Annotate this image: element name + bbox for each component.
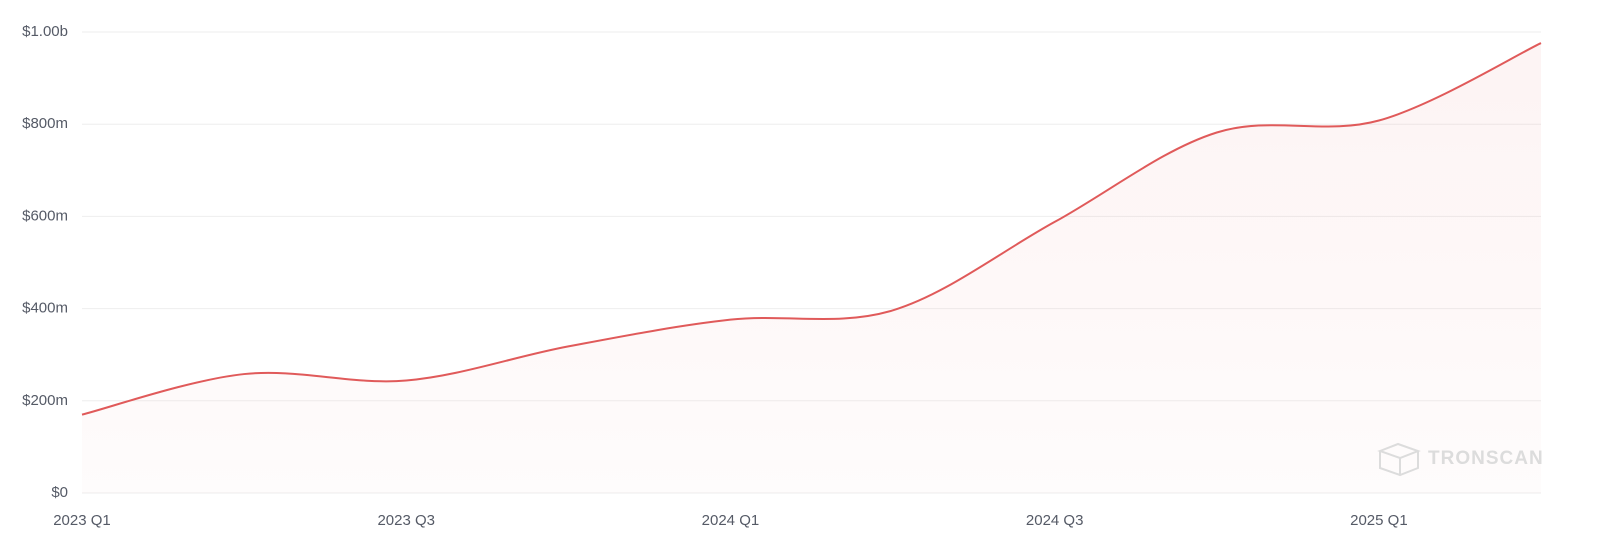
y-tick-label: $800m — [22, 115, 68, 132]
y-tick-label: $0 — [51, 484, 68, 501]
y-tick-label: $400m — [22, 300, 68, 317]
x-tick-label: 2025 Q1 — [1350, 512, 1408, 529]
y-tick-label: $600m — [22, 207, 68, 224]
line — [81, 42, 1542, 416]
y-tick-label: $200m — [22, 392, 68, 409]
y-tick-label: $1.00b — [22, 23, 68, 40]
x-tick-label: 2023 Q3 — [377, 512, 435, 529]
x-tick-label: 2024 Q3 — [1026, 512, 1084, 529]
x-tick-label: 2024 Q1 — [702, 512, 760, 529]
x-tick-label: 2023 Q1 — [53, 512, 111, 529]
watermark-logo — [1377, 442, 1421, 477]
area-fill — [82, 43, 1541, 494]
watermark: TRONSCAN — [1428, 448, 1544, 469]
